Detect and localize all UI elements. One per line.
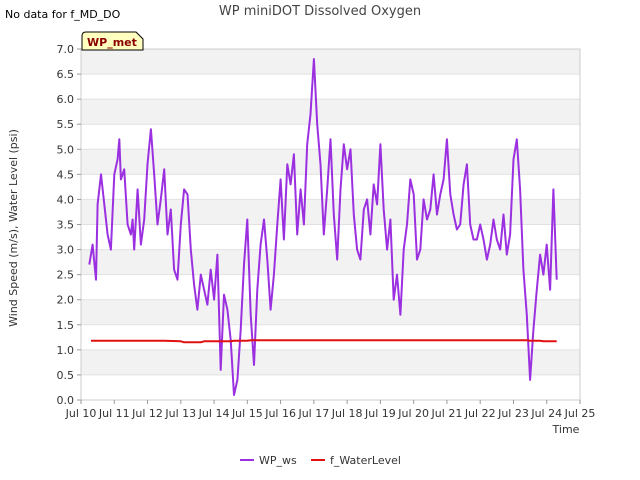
legend-label-wp-ws: WP_ws [259, 454, 297, 467]
wp-met-badge: WP_met [81, 31, 144, 51]
x-tick-label: Jul 11 [98, 407, 130, 420]
x-tick-label: Jul 22 [464, 407, 496, 420]
y-axis-label: Wind Speed (m/s), Water Level (psi) [7, 129, 20, 327]
badge-label: WP_met [87, 36, 137, 49]
y-tick-label: 6.5 [57, 68, 75, 81]
legend-item-f-waterlevel[interactable]: f_WaterLevel [311, 454, 401, 467]
x-tick-label: Jul 14 [198, 407, 230, 420]
y-tick-label: 0.0 [57, 394, 75, 407]
grid-band [81, 349, 580, 375]
y-tick-label: 1.5 [57, 319, 75, 332]
grid-band [81, 299, 580, 325]
legend: WP_ws f_WaterLevel [240, 454, 401, 467]
x-tick-label: Jul 24 [530, 407, 562, 420]
x-tick-label: Jul 18 [331, 407, 363, 420]
y-tick-label: 1.0 [57, 344, 75, 357]
y-tick-label: 3.0 [57, 244, 75, 257]
y-tick-label: 2.0 [57, 294, 75, 307]
grid-band [81, 249, 580, 275]
x-tick-label: Jul 15 [231, 407, 263, 420]
x-tick-label: Jul 10 [65, 407, 97, 420]
x-tick-label: Jul 19 [364, 407, 396, 420]
badge-shape [81, 31, 144, 51]
y-tick-label: 4.5 [57, 168, 75, 181]
series-line-wp-ws [88, 58, 558, 396]
x-axis-ticks: Jul 10 Jul 11 Jul 12 Jul 13 Jul 14 Jul 15 Jul … [65, 400, 596, 420]
y-tick-label: 2.5 [57, 269, 75, 282]
no-data-note: No data for f_MD_DO [5, 8, 121, 21]
y-tick-label: 5.0 [57, 143, 75, 156]
x-tick-label: Jul 17 [297, 407, 329, 420]
y-tick-label: 7.0 [57, 43, 75, 56]
x-tick-label: Jul 16 [264, 407, 296, 420]
series-layer [88, 58, 558, 396]
chart-title: WP miniDOT Dissolved Oxygen [219, 4, 421, 19]
x-tick-label: Jul 25 [564, 407, 596, 420]
y-axis-ticks: 0.0 0.5 1.0 1.5 2.0 2.5 3.0 3.5 4.0 4.5 5.0 5.5 6.0 6… [57, 43, 81, 407]
x-axis-label: Time [552, 423, 580, 436]
x-tick-label: Jul 12 [131, 407, 163, 420]
grid-band [81, 99, 580, 125]
y-tick-label: 4.0 [57, 193, 75, 206]
legend-item-wp-ws[interactable]: WP_ws [240, 454, 297, 467]
x-tick-label: Jul 13 [164, 407, 196, 420]
legend-label-f-waterlevel: f_WaterLevel [330, 454, 401, 467]
y-tick-label: 5.5 [57, 118, 75, 131]
y-tick-label: 6.0 [57, 93, 75, 106]
grid-band [81, 49, 580, 75]
x-tick-label: Jul 20 [397, 407, 429, 420]
grid-band [81, 199, 580, 225]
x-tick-label: Jul 23 [497, 407, 529, 420]
y-tick-label: 3.5 [57, 219, 75, 232]
series-line-f-waterlevel [91, 339, 557, 344]
x-tick-label: Jul 21 [431, 407, 463, 420]
y-tick-label: 0.5 [57, 369, 75, 382]
